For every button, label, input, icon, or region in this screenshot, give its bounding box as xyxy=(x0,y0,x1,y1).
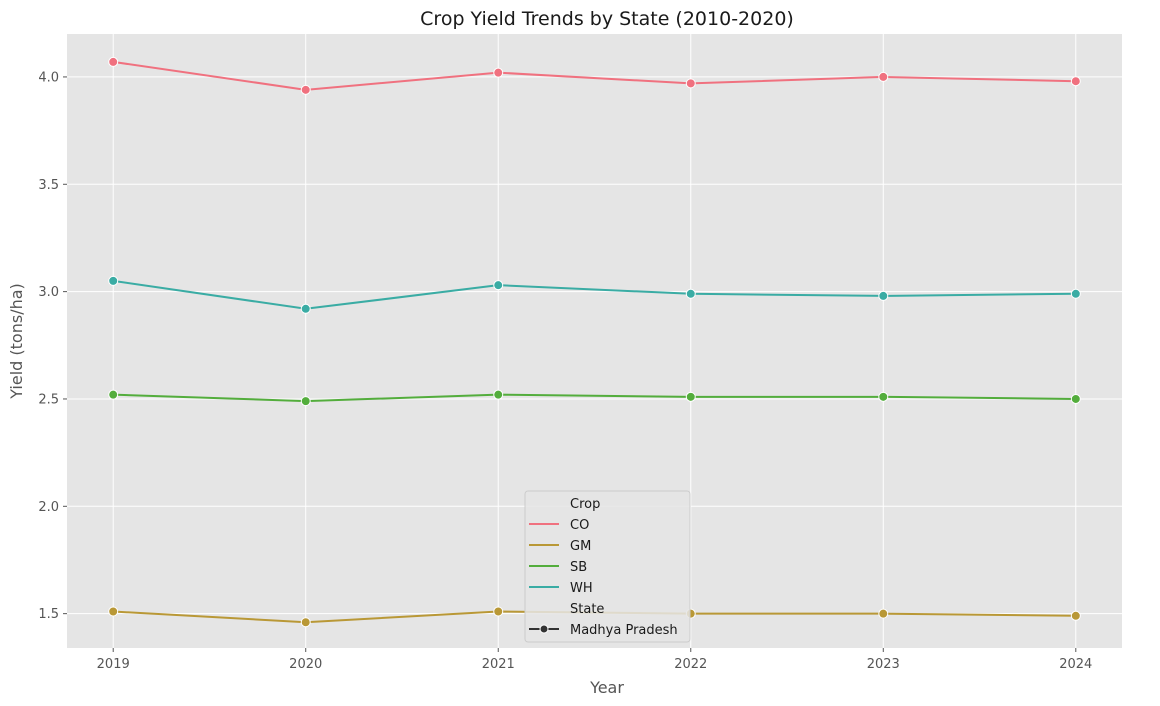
x-tick-label: 2023 xyxy=(867,657,900,672)
data-point-wh xyxy=(108,275,119,286)
data-point-gm xyxy=(108,606,119,617)
y-tick-label: 2.5 xyxy=(38,392,59,407)
legend-entries: CO GM SB WH xyxy=(529,518,593,596)
legend-frame xyxy=(524,490,691,643)
y-tick-label: 3.0 xyxy=(38,285,59,300)
data-point-gm xyxy=(300,617,311,628)
y-tick-label: 1.5 xyxy=(38,607,59,622)
x-tick-label: 2022 xyxy=(674,657,707,672)
series-group xyxy=(108,56,1081,628)
data-point-co xyxy=(685,78,696,89)
x-axis-label: Year xyxy=(589,678,624,697)
data-point-wh xyxy=(300,303,311,314)
data-point-sb xyxy=(878,391,889,402)
legend-item-wh: WH xyxy=(570,581,593,596)
legend: Crop CO GM SB WH State Madhya Pradesh xyxy=(524,490,691,643)
data-point-sb xyxy=(108,389,119,400)
x-tick-label: 2024 xyxy=(1059,657,1092,672)
data-point-sb xyxy=(685,391,696,402)
y-axis-label: Yield (tons/ha) xyxy=(7,283,26,400)
x-tick-label: 2021 xyxy=(482,657,515,672)
legend-item-gm: GM xyxy=(570,539,591,554)
data-point-sb xyxy=(493,389,504,400)
data-point-sb xyxy=(1070,393,1081,404)
data-point-wh xyxy=(1070,288,1081,299)
series-line-co xyxy=(113,60,1076,91)
data-point-co xyxy=(108,56,119,67)
y-tick-label: 4.0 xyxy=(38,70,59,85)
y-ticks: 1.5 2.0 2.5 3.0 3.5 4.0 xyxy=(38,70,67,622)
data-point-co xyxy=(493,67,504,78)
y-tick-label: 2.0 xyxy=(38,500,59,515)
x-tick-label: 2020 xyxy=(289,657,322,672)
legend-title-state: State xyxy=(570,602,604,617)
data-point-wh xyxy=(878,290,889,301)
x-tick-label: 2019 xyxy=(97,657,130,672)
legend-item-co: CO xyxy=(570,518,589,533)
data-point-wh xyxy=(685,288,696,299)
legend-item-sb: SB xyxy=(570,560,587,575)
legend-style-marker xyxy=(539,624,549,634)
series-line-sb xyxy=(113,393,1076,403)
data-point-gm xyxy=(878,608,889,619)
data-point-gm xyxy=(493,606,504,617)
series-line-wh xyxy=(113,279,1076,310)
data-point-co xyxy=(300,84,311,95)
x-ticks: 2019 2020 2021 2022 2023 2024 xyxy=(97,648,1092,672)
chart-title: Crop Yield Trends by State (2010-2020) xyxy=(420,8,794,30)
legend-title-crop: Crop xyxy=(570,497,600,512)
data-point-co xyxy=(878,71,889,82)
data-point-co xyxy=(1070,76,1081,87)
data-point-wh xyxy=(493,280,504,291)
y-tick-label: 3.5 xyxy=(38,178,59,193)
legend-state-madhya-pradesh: Madhya Pradesh xyxy=(570,623,678,638)
data-point-gm xyxy=(1070,610,1081,621)
data-point-sb xyxy=(300,396,311,407)
